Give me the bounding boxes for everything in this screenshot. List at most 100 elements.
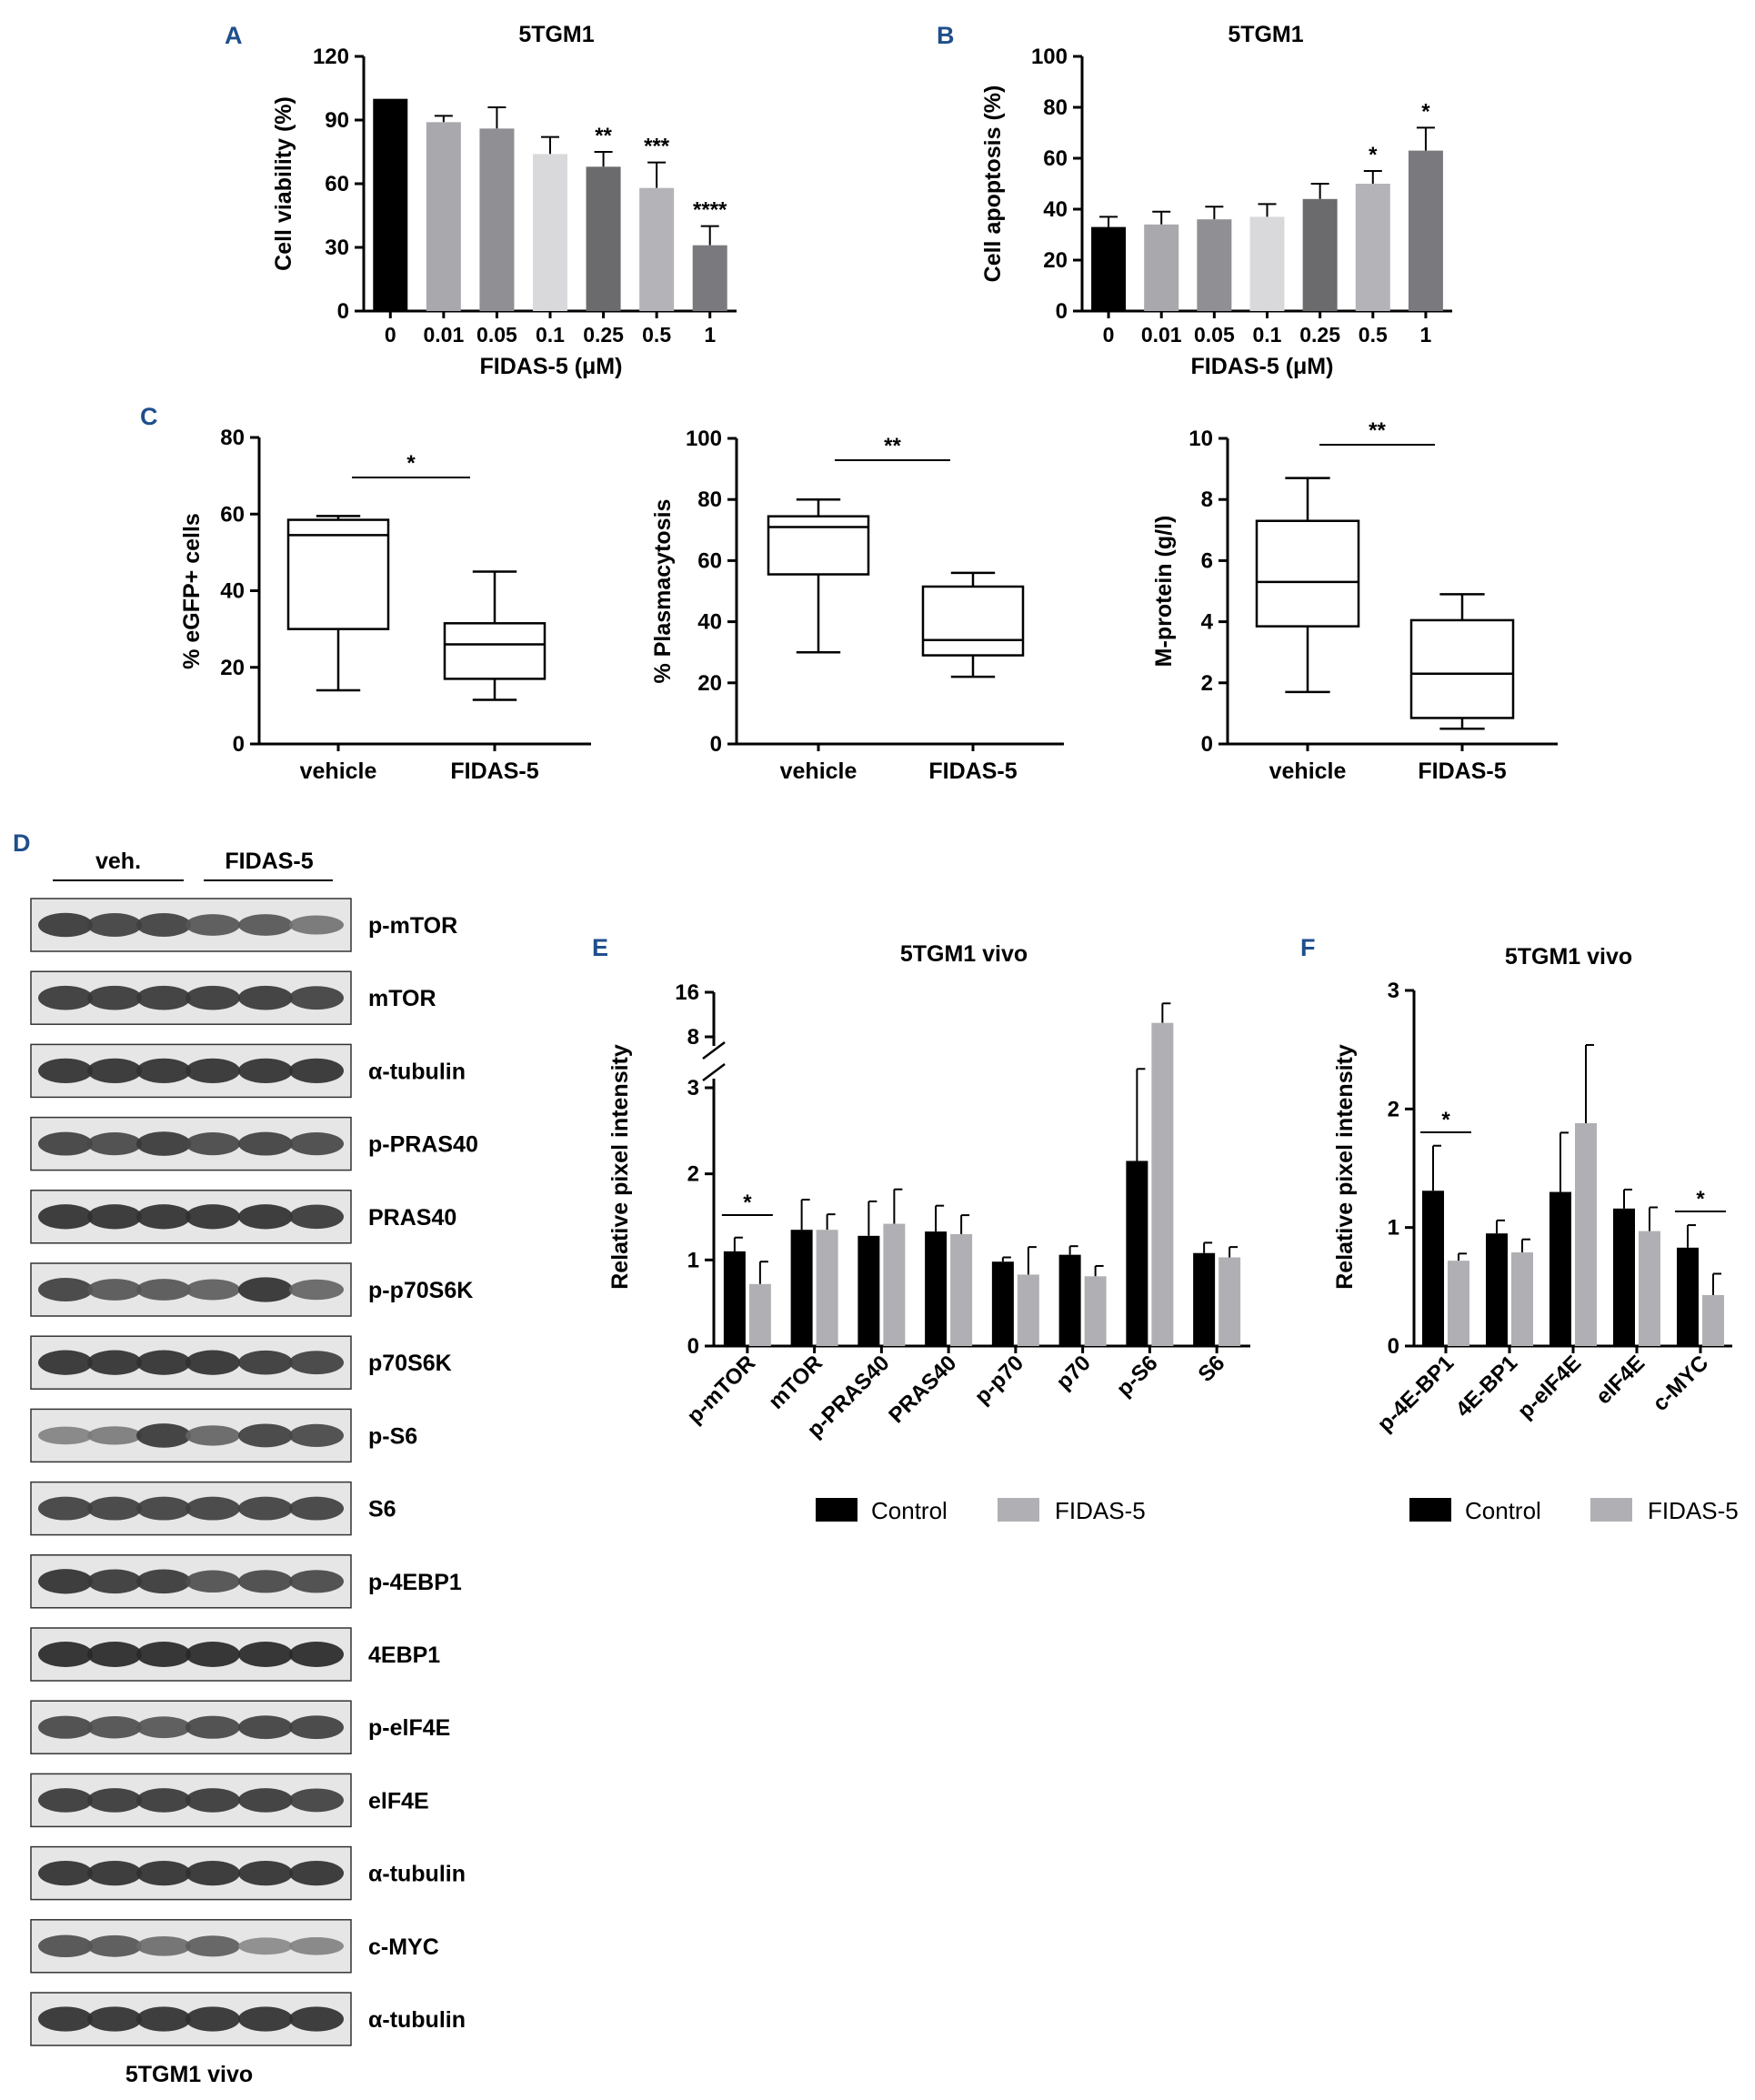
blot-band	[238, 1058, 293, 1084]
y-tick-label: 40	[697, 610, 722, 635]
bar	[925, 1231, 948, 1346]
bar	[1193, 1252, 1216, 1346]
x-tick-label: S6	[1194, 1351, 1230, 1387]
blot-band	[186, 1788, 240, 1813]
blot-band	[289, 1496, 344, 1521]
significance-label: *	[1696, 1187, 1705, 1211]
blot-label: α-tubulin	[368, 1862, 466, 1887]
blot-label: p-4EBP1	[368, 1570, 462, 1595]
x-tick-label: 0.25	[583, 323, 624, 347]
significance-label: *	[743, 1191, 752, 1215]
blot-band	[238, 985, 293, 1010]
y-tick-label: 0	[233, 732, 245, 757]
box	[921, 585, 1025, 657]
bar	[1197, 219, 1232, 311]
box	[286, 518, 390, 630]
chart-a-ylabel: Cell viability (%)	[271, 96, 296, 271]
y-tick-label: 80	[697, 487, 722, 512]
bar	[692, 245, 727, 311]
blot-band	[186, 1350, 240, 1375]
bar	[1511, 1252, 1533, 1346]
chart-c3-ylabel: M-protein (g/l)	[1151, 516, 1177, 668]
blot-row: p70S6K	[30, 1335, 452, 1390]
blot-band	[87, 1642, 142, 1667]
y-tick-label: 90	[325, 108, 349, 133]
blot-band	[238, 1642, 293, 1667]
blot-band	[289, 1642, 344, 1667]
x-tick-label: p-mTOR	[682, 1351, 760, 1429]
significance-label: *	[1421, 99, 1430, 124]
blot-band	[136, 1204, 191, 1230]
blot-band	[238, 1131, 293, 1156]
y-tick-label: 0	[1056, 299, 1068, 324]
legend-f-control-swatch	[1409, 1498, 1451, 1522]
blot-band	[87, 1350, 142, 1375]
x-tick-label: eIF4E	[1591, 1351, 1650, 1409]
bar	[1448, 1261, 1469, 1346]
panel-letter-d: D	[13, 829, 31, 857]
x-tick-label: p70	[1052, 1351, 1096, 1394]
y-tick-label: 100	[686, 427, 722, 451]
blot-row: α-tubulin	[30, 1845, 466, 1901]
panel-letter-c: C	[140, 403, 158, 430]
bar	[723, 1251, 746, 1346]
blot-band	[38, 985, 93, 1010]
y-tick-label: 1	[1388, 1216, 1399, 1241]
x-tick-label: FIDAS-5	[450, 759, 538, 784]
blot-band	[136, 1279, 191, 1301]
blot-label: α-tubulin	[368, 2007, 466, 2033]
y-tick-label: 2	[1388, 1097, 1399, 1121]
blot-band	[136, 1642, 191, 1667]
blot-band	[289, 1715, 344, 1740]
bar	[1486, 1233, 1508, 1346]
x-tick-label: 0.05	[476, 323, 517, 347]
blot-row: p-elF4E	[30, 1700, 450, 1754]
blot-band	[186, 2006, 240, 2032]
chart-e-title: 5TGM1 vivo	[900, 941, 1028, 967]
y-tick-label: 2	[1201, 671, 1213, 696]
significance-label: *	[406, 451, 416, 476]
blot-caption: 5TGM1 vivo	[125, 2062, 253, 2087]
y-tick-label: 40	[1043, 197, 1068, 222]
y-tick-label: 3	[1388, 979, 1399, 1003]
blot-band	[87, 985, 142, 1010]
significance-label: ****	[693, 198, 727, 223]
blot-band	[289, 1058, 344, 1084]
y-tick-label: 60	[325, 172, 349, 196]
y-tick-label: 8	[1201, 487, 1213, 512]
bar	[1151, 1022, 1174, 1346]
blot-band	[87, 1204, 142, 1230]
blot-band	[38, 1642, 93, 1667]
blot-label: c-MYC	[368, 1934, 439, 1960]
panel-letter-b: B	[937, 22, 955, 49]
chart-a-plot: 0 30 60 90 120 0 0.01 0.05 0.1 0.25 ** 0.5 *** 1 ****	[313, 45, 737, 347]
box	[1409, 618, 1515, 719]
bar	[1017, 1274, 1039, 1346]
chart-e: 5TGM1 vivo Relative pixel intensity 0 1 2 3…	[607, 941, 1250, 1524]
x-tick-label: 1	[1420, 323, 1432, 347]
blot-row: PRAS40	[30, 1190, 456, 1244]
blot-band	[38, 1058, 93, 1084]
blot-band	[289, 1788, 344, 1813]
x-tick-label: PRAS40	[884, 1351, 961, 1428]
blot-label: PRAS40	[368, 1205, 456, 1231]
blot-band	[238, 1860, 293, 1886]
blot-band	[38, 912, 93, 938]
blot-band	[238, 1788, 293, 1813]
legend-e-control-label: Control	[871, 1497, 948, 1524]
blot-band	[238, 1277, 293, 1302]
blot-row: α-tubulin	[30, 1043, 466, 1099]
blot-label: p-S6	[368, 1423, 417, 1449]
bar	[1091, 226, 1127, 311]
blot-band	[289, 1570, 344, 1593]
blot-band	[38, 1788, 93, 1813]
blot-label: p-elF4E	[368, 1715, 450, 1741]
blot-row: p-PRAS40	[30, 1116, 478, 1171]
blot-band	[289, 1937, 344, 1955]
x-tick-label: p-eIF4E	[1513, 1351, 1586, 1423]
blot-label: 4EBP1	[368, 1643, 440, 1668]
blot-band	[289, 1279, 344, 1301]
